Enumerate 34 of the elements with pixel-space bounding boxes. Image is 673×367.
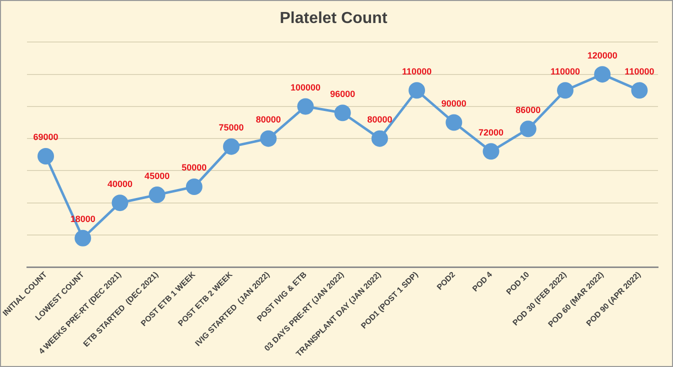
data-label: 110000 <box>402 66 432 76</box>
data-label: 86000 <box>516 104 541 115</box>
data-label: 75000 <box>218 122 244 133</box>
data-label: 110000 <box>624 66 654 76</box>
point <box>186 178 202 196</box>
point <box>371 130 388 147</box>
point <box>408 82 426 99</box>
data-label: 100000 <box>290 82 321 92</box>
point <box>482 143 500 160</box>
chart-title: Platelet Count <box>280 10 388 28</box>
data-label: 120000 <box>587 50 618 60</box>
data-label: 90000 <box>441 98 466 108</box>
point <box>446 114 462 131</box>
data-label: 72000 <box>478 127 504 138</box>
point <box>223 138 240 155</box>
point <box>148 186 166 204</box>
point <box>631 82 648 99</box>
data-label: 40000 <box>107 178 132 189</box>
data-label: 80000 <box>367 114 392 125</box>
point <box>38 148 54 164</box>
point <box>556 82 574 99</box>
point <box>297 98 314 115</box>
data-label: 96000 <box>330 88 356 99</box>
data-label: 80000 <box>256 114 281 125</box>
point <box>74 230 92 246</box>
point <box>112 194 128 212</box>
data-label: 50000 <box>182 162 207 173</box>
point <box>594 66 611 83</box>
data-label: 45000 <box>144 170 170 181</box>
point <box>334 104 351 122</box>
point <box>260 130 277 147</box>
data-label: 69000 <box>33 132 58 142</box>
point <box>520 120 536 138</box>
data-label: 110000 <box>550 66 580 76</box>
